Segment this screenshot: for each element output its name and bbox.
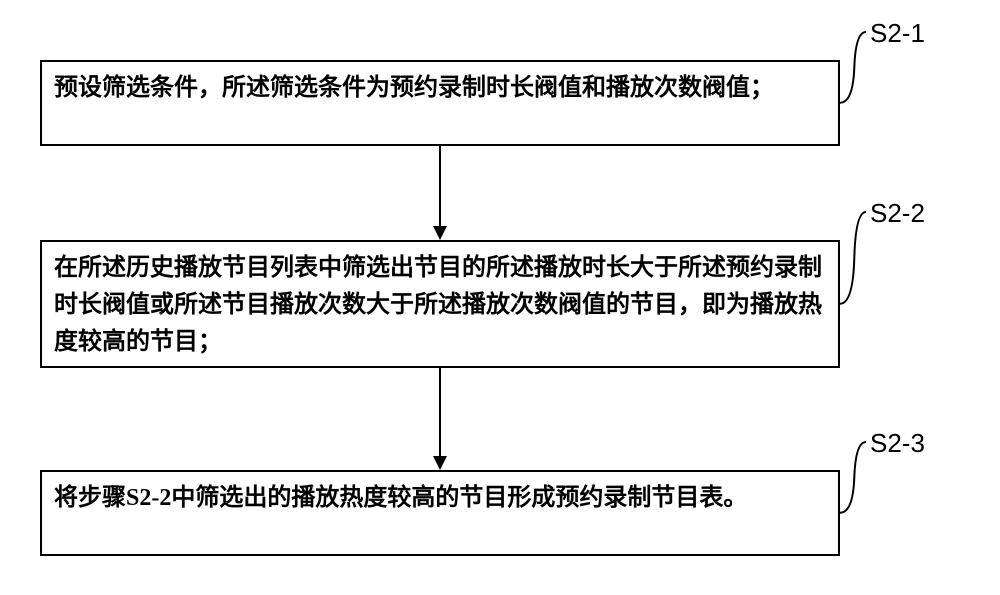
flowchart-step-label: S2-3 xyxy=(870,428,925,459)
flowchart-arrow-head xyxy=(433,456,447,470)
connector-curve xyxy=(840,432,876,523)
flowchart-step-box: 在所述历史播放节目列表中筛选出节目的所述播放时长大于所述预约录制时长阀值或所述节… xyxy=(40,240,840,368)
flowchart-arrow-head xyxy=(433,226,447,240)
flowchart-canvas: 预设筛选条件，所述筛选条件为预约录制时长阀值和播放次数阀值； S2-1 在所述历史播… xyxy=(0,0,1000,595)
connector-curve xyxy=(840,22,876,113)
flowchart-step-text: 将步骤S2-2中筛选出的播放热度较高的节目形成预约录制节目表。 xyxy=(54,485,747,511)
connector-curve xyxy=(840,202,876,314)
flowchart-step-box: 预设筛选条件，所述筛选条件为预约录制时长阀值和播放次数阀值； xyxy=(40,60,840,146)
flowchart-step-label: S2-1 xyxy=(870,18,925,49)
flowchart-arrow-line xyxy=(439,368,441,458)
flowchart-step-text: 预设筛选条件，所述筛选条件为预约录制时长阀值和播放次数阀值； xyxy=(54,75,774,101)
flowchart-arrow-line xyxy=(439,146,441,228)
flowchart-step-label: S2-2 xyxy=(870,198,925,229)
flowchart-step-text: 在所述历史播放节目列表中筛选出节目的所述播放时长大于所述预约录制时长阀值或所述节… xyxy=(54,255,822,355)
flowchart-step-box: 将步骤S2-2中筛选出的播放热度较高的节目形成预约录制节目表。 xyxy=(40,470,840,556)
